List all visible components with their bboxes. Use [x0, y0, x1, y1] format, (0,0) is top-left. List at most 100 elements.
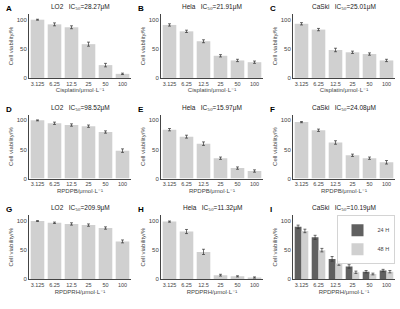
- svg-text:3.125: 3.125: [163, 181, 177, 187]
- svg-text:50: 50: [102, 81, 108, 87]
- svg-text:Cell viability/%: Cell viability/%: [140, 127, 146, 166]
- svg-text:Cell viability/%: Cell viability/%: [272, 26, 278, 65]
- svg-text:50: 50: [284, 46, 291, 52]
- svg-text:50: 50: [20, 247, 27, 253]
- svg-text:100: 100: [250, 181, 259, 187]
- svg-text:Cell viability/%: Cell viability/%: [8, 227, 14, 266]
- svg-text:12.5: 12.5: [198, 181, 209, 187]
- svg-text:12.5: 12.5: [66, 81, 77, 87]
- svg-text:3.125: 3.125: [31, 181, 45, 187]
- svg-text:6.25: 6.25: [181, 282, 192, 288]
- svg-text:100: 100: [149, 218, 160, 224]
- svg-text:0: 0: [23, 176, 27, 182]
- svg-text:100: 100: [149, 117, 160, 123]
- svg-text:3.125: 3.125: [295, 181, 309, 187]
- svg-text:Hela IC₅₀=15.97μM: Hela IC₅₀=15.97μM: [182, 104, 242, 112]
- svg-text:100: 100: [118, 181, 127, 187]
- svg-text:Hela IC₅₀=21.91μM: Hela IC₅₀=21.91μM: [182, 3, 242, 11]
- svg-text:Cisplatin/μmol·L⁻¹: Cisplatin/μmol·L⁻¹: [56, 87, 104, 93]
- svg-text:LO2 IC₅₀=98.52μM: LO2 IC₅₀=98.52μM: [51, 104, 110, 112]
- svg-text:0: 0: [287, 276, 291, 282]
- svg-text:0: 0: [287, 176, 291, 182]
- svg-text:CaSki IC₅₀=10.19μM: CaSki IC₅₀=10.19μM: [312, 204, 376, 212]
- svg-text:Cell viability/%: Cell viability/%: [140, 26, 146, 65]
- svg-text:100: 100: [118, 81, 127, 87]
- svg-text:50: 50: [366, 81, 372, 87]
- svg-text:Cell viability/%: Cell viability/%: [140, 227, 146, 266]
- svg-text:0: 0: [155, 276, 159, 282]
- svg-text:25: 25: [85, 181, 91, 187]
- svg-text:12.5: 12.5: [330, 81, 341, 87]
- svg-text:6.25: 6.25: [313, 282, 324, 288]
- svg-text:Cell viability/%: Cell viability/%: [8, 127, 14, 166]
- svg-text:12.5: 12.5: [330, 282, 341, 288]
- svg-text:100: 100: [17, 17, 28, 23]
- svg-text:H: H: [138, 205, 144, 214]
- svg-text:E: E: [138, 105, 144, 114]
- svg-text:6.25: 6.25: [313, 181, 324, 187]
- svg-text:B: B: [138, 4, 144, 13]
- svg-text:3.125: 3.125: [295, 282, 309, 288]
- svg-text:12.5: 12.5: [66, 282, 77, 288]
- svg-text:50: 50: [284, 147, 291, 153]
- svg-text:LO2 IC₅₀=28.27μM: LO2 IC₅₀=28.27μM: [51, 3, 110, 11]
- svg-text:25: 25: [85, 81, 91, 87]
- svg-text:50: 50: [20, 147, 27, 153]
- svg-text:RPDPRH/μmol·L⁻¹: RPDPRH/μmol·L⁻¹: [319, 289, 370, 295]
- svg-text:RPDPB/μmol·L⁻¹: RPDPB/μmol·L⁻¹: [189, 188, 235, 194]
- svg-text:D: D: [6, 105, 12, 114]
- svg-text:24 H: 24 H: [378, 227, 390, 233]
- svg-text:Cell viability/%: Cell viability/%: [8, 26, 14, 65]
- svg-text:100: 100: [250, 282, 259, 288]
- svg-text:RPDPRH/μmol·L⁻¹: RPDPRH/μmol·L⁻¹: [55, 289, 106, 295]
- svg-text:100: 100: [281, 17, 292, 23]
- svg-text:RPDPB/μmol·L⁻¹: RPDPB/μmol·L⁻¹: [321, 188, 367, 194]
- svg-text:100: 100: [17, 117, 28, 123]
- svg-text:6.25: 6.25: [313, 81, 324, 87]
- svg-text:50: 50: [102, 282, 108, 288]
- svg-text:G: G: [6, 205, 12, 214]
- svg-text:6.25: 6.25: [181, 81, 192, 87]
- svg-text:100: 100: [17, 218, 28, 224]
- svg-text:Hela IC₅₀=11.32μM: Hela IC₅₀=11.32μM: [183, 204, 242, 212]
- svg-text:25: 25: [217, 282, 223, 288]
- svg-text:25: 25: [217, 181, 223, 187]
- svg-text:6.25: 6.25: [49, 81, 60, 87]
- svg-text:25: 25: [349, 282, 355, 288]
- svg-text:Cisplatin/μmol·L⁻¹: Cisplatin/μmol·L⁻¹: [188, 87, 236, 93]
- svg-text:3.125: 3.125: [31, 81, 45, 87]
- svg-text:3.125: 3.125: [295, 81, 309, 87]
- svg-text:RPDPB/μmol·L⁻¹: RPDPB/μmol·L⁻¹: [57, 188, 103, 194]
- svg-text:6.25: 6.25: [49, 181, 60, 187]
- svg-text:12.5: 12.5: [66, 181, 77, 187]
- svg-text:50: 50: [284, 247, 291, 253]
- svg-text:Cell viability/%: Cell viability/%: [272, 227, 278, 266]
- svg-text:12.5: 12.5: [198, 81, 209, 87]
- svg-text:Cisplatin/μmol·L⁻¹: Cisplatin/μmol·L⁻¹: [320, 87, 368, 93]
- svg-text:F: F: [270, 105, 275, 114]
- svg-text:Cell viability/%: Cell viability/%: [272, 127, 278, 166]
- svg-text:50: 50: [152, 147, 159, 153]
- svg-text:50: 50: [234, 81, 240, 87]
- svg-text:A: A: [6, 4, 12, 13]
- svg-text:50: 50: [20, 46, 27, 52]
- svg-text:25: 25: [85, 282, 91, 288]
- svg-text:25: 25: [349, 81, 355, 87]
- svg-text:CaSki IC₅₀=24.08μM: CaSki IC₅₀=24.08μM: [312, 104, 376, 112]
- svg-text:3.125: 3.125: [31, 282, 45, 288]
- svg-text:100: 100: [118, 282, 127, 288]
- svg-text:C: C: [270, 4, 276, 13]
- svg-text:0: 0: [155, 176, 159, 182]
- svg-text:CaSki IC₅₀=25.01μM: CaSki IC₅₀=25.01μM: [312, 3, 376, 11]
- svg-text:6.25: 6.25: [181, 181, 192, 187]
- svg-text:50: 50: [102, 181, 108, 187]
- svg-text:50: 50: [152, 247, 159, 253]
- svg-text:3.125: 3.125: [163, 282, 177, 288]
- svg-text:100: 100: [281, 117, 292, 123]
- svg-text:0: 0: [23, 75, 27, 81]
- svg-text:100: 100: [281, 218, 292, 224]
- svg-text:LO2 IC₅₀=209.9μM: LO2 IC₅₀=209.9μM: [51, 204, 110, 212]
- svg-text:25: 25: [349, 181, 355, 187]
- svg-text:50: 50: [234, 181, 240, 187]
- svg-text:I: I: [270, 205, 272, 214]
